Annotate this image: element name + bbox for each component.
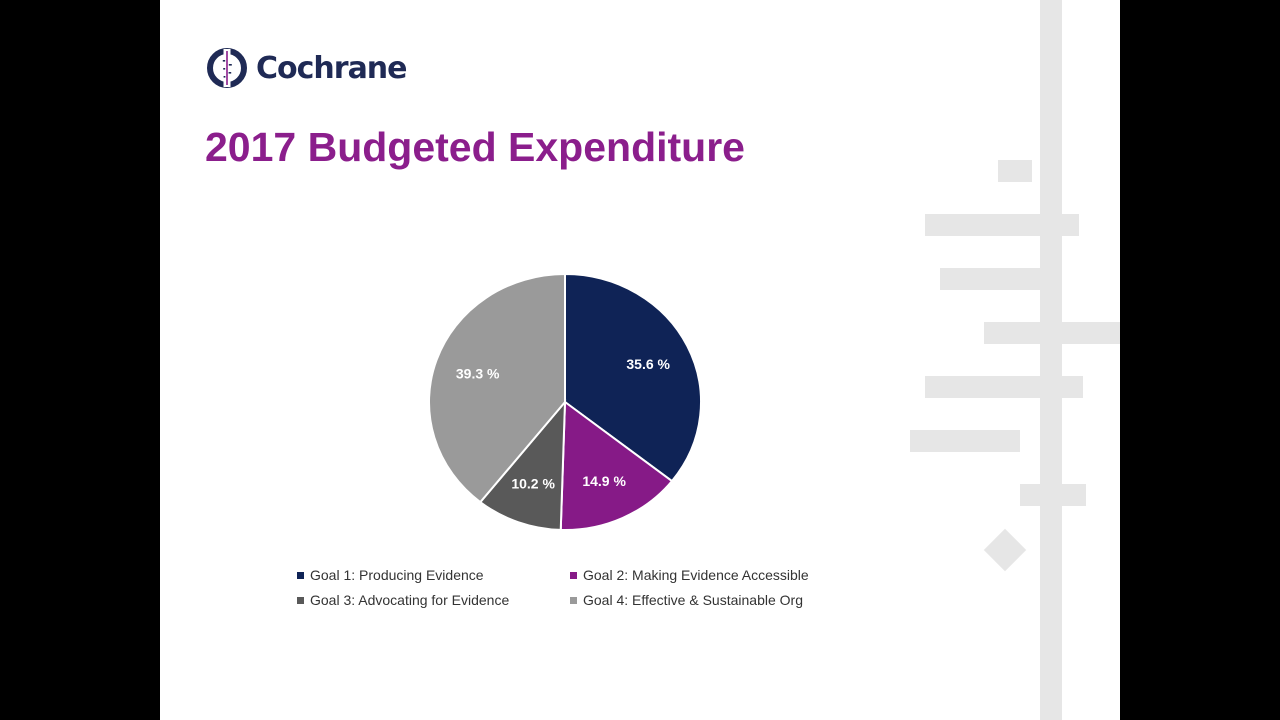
legend-label: Goal 4: Effective & Sustainable Org [583,592,803,608]
legend-swatch [297,596,304,604]
legend-label: Goal 1: Producing Evidence [310,567,484,583]
pie-data-label-goal-4: 39.3 % [456,365,500,381]
cochrane-logo-text: Cochrane [256,50,408,86]
legend-label: Goal 3: Advocating for Evidence [310,592,510,608]
cochrane-logo: Cochrane [206,45,408,91]
legend-label: Goal 2: Making Evidence Accessible [583,567,809,583]
pie-data-label-goal-3: 10.2 % [511,476,555,492]
pie-data-label-goal-1: 35.6 % [626,356,670,372]
pie-slice-goal-3 [478,399,567,531]
legend-item-goal-2: Goal 2: Making Evidence Accessible [570,567,857,583]
pie-slice-goal-1 [564,272,702,483]
legend-item-goal-1: Goal 1: Producing Evidence [297,567,570,583]
legend-item-goal-3: Goal 3: Advocating for Evidence [297,592,570,608]
pie-slice-goal-2 [559,400,674,531]
slide-title: 2017 Budgeted Expenditure [205,124,745,170]
chart-legend: Goal 1: Producing Evidence Goal 2: Making… [297,567,857,608]
cochrane-logo-icon [207,48,247,88]
pie-slice-goal-4 [428,272,566,504]
decorative-forest-plot-graphic [910,0,1120,720]
pie-data-label-goal-2: 14.9 % [582,473,626,489]
expenditure-pie-chart: 35.6 % 14.9 % 10.2 % 39.3 % [428,272,702,531]
legend-item-goal-4: Goal 4: Effective & Sustainable Org [570,592,857,608]
legend-swatch [297,571,304,579]
legend-swatch [570,571,577,579]
legend-swatch [570,596,577,604]
presentation-slide: Cochrane 2017 Budgeted Expenditure 35.6 … [160,0,1120,720]
